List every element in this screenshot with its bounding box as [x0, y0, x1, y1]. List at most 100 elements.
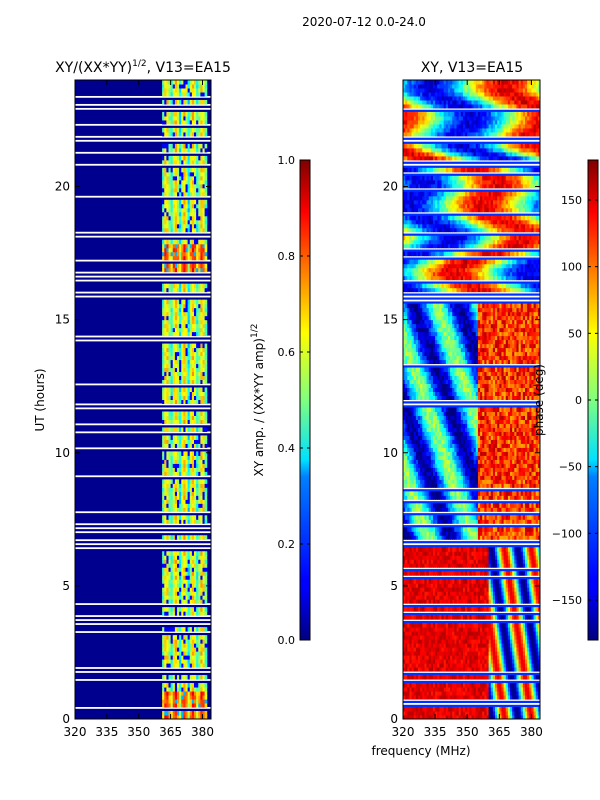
phase-cell [505, 599, 509, 604]
phase-cell [467, 535, 470, 540]
amplitude-cell [202, 459, 206, 464]
phase-cell [458, 595, 462, 600]
phase-cell [424, 695, 428, 700]
phase-cell [456, 599, 460, 604]
amplitude-cell [191, 663, 195, 668]
amplitude-cell [168, 80, 172, 85]
phase-cell [460, 571, 464, 576]
amplitude-cell [202, 147, 206, 153]
phase-cell [533, 663, 537, 668]
phase-cell [510, 635, 513, 640]
phase-cell [505, 639, 509, 644]
amplitude-cell [185, 507, 189, 512]
phase-cell [507, 623, 511, 628]
phase-cell [535, 695, 539, 700]
flagged-row [75, 231, 211, 234]
amplitude-cell [172, 351, 176, 357]
phase-cell [450, 687, 453, 692]
phase-cell [505, 715, 509, 719]
phase-cell [422, 527, 425, 532]
amplitude-cell [162, 711, 165, 716]
phase-cell [529, 691, 532, 696]
amplitude-cell [168, 147, 172, 153]
amplitude-cell [177, 627, 180, 632]
phase-cell [529, 599, 532, 604]
amplitude-cell [196, 571, 199, 576]
amplitude-cell [170, 495, 174, 500]
amplitude-cell [198, 443, 201, 448]
phase-cell [484, 707, 487, 712]
phase-cell [405, 531, 408, 536]
amplitude-cell [196, 415, 199, 420]
amplitude-cell [196, 375, 199, 381]
phase-cell [469, 695, 472, 700]
amplitude-cell [189, 115, 193, 121]
amplitude-cell [168, 247, 172, 253]
amplitude-cell [166, 227, 169, 233]
phase-cell [475, 583, 479, 588]
amplitude-cell [174, 323, 178, 329]
amplitude-cell [200, 351, 203, 357]
amplitude-cell [185, 207, 189, 213]
phase-cell [454, 547, 458, 552]
phase-cell [473, 663, 477, 668]
amplitude-cell [194, 459, 197, 464]
phase-cell [435, 563, 438, 568]
phase-cell [420, 707, 423, 712]
phase-cell [432, 687, 436, 692]
phase-cell [507, 615, 511, 620]
phase-cell [467, 519, 470, 524]
phase-cell [480, 683, 483, 688]
amplitude-cell [196, 647, 199, 652]
phase-cell [445, 587, 449, 592]
phase-cell [435, 527, 438, 532]
phase-cell [439, 587, 443, 592]
amplitude-cell [183, 451, 186, 456]
phase-cell [450, 555, 453, 560]
phase-cell [495, 639, 498, 644]
amplitude-cell [164, 703, 167, 708]
amplitude-cell [177, 80, 180, 85]
amplitude-cell [174, 419, 178, 424]
amplitude-cell [198, 179, 201, 185]
amplitude-cell [189, 303, 193, 309]
phase-cell [473, 595, 477, 600]
amplitude-cell [200, 131, 203, 137]
amplitude-cell [172, 371, 176, 377]
phase-cell [480, 583, 483, 588]
amplitude-cell [183, 315, 186, 321]
amplitude-cell [177, 223, 180, 229]
amplitude-cell [191, 683, 195, 688]
amplitude-cell [168, 583, 172, 588]
amplitude-cell [164, 419, 167, 424]
amplitude-cell [202, 491, 206, 496]
phase-cell [415, 615, 419, 620]
phase-cell [501, 615, 505, 620]
amplitude-cell [191, 211, 195, 217]
amplitude-cell [202, 583, 206, 588]
flagged-row [75, 547, 211, 550]
amplitude-cell [164, 415, 167, 420]
amplitude-cell [168, 371, 172, 377]
amplitude-cell [168, 179, 172, 185]
phase-cell [516, 643, 520, 648]
phase-cell [445, 691, 449, 696]
phase-cell [480, 667, 483, 672]
amplitude-cell [191, 267, 195, 273]
phase-cell [537, 555, 540, 560]
phase-cell [514, 687, 517, 692]
phase-cell [488, 527, 492, 532]
phase-cell [424, 579, 428, 584]
phase-cell [477, 579, 481, 584]
phase-cell [514, 715, 517, 719]
phase-cell [422, 555, 425, 560]
phase-cell [467, 687, 470, 692]
amplitude-cell [168, 439, 172, 444]
amplitude-cell [166, 503, 169, 508]
phase-cell [522, 587, 526, 592]
phase-cell [417, 555, 421, 560]
amplitude-cell [198, 559, 201, 564]
amplitude-cell [177, 691, 180, 696]
phase-cell [403, 519, 406, 524]
phase-cell [533, 555, 537, 560]
